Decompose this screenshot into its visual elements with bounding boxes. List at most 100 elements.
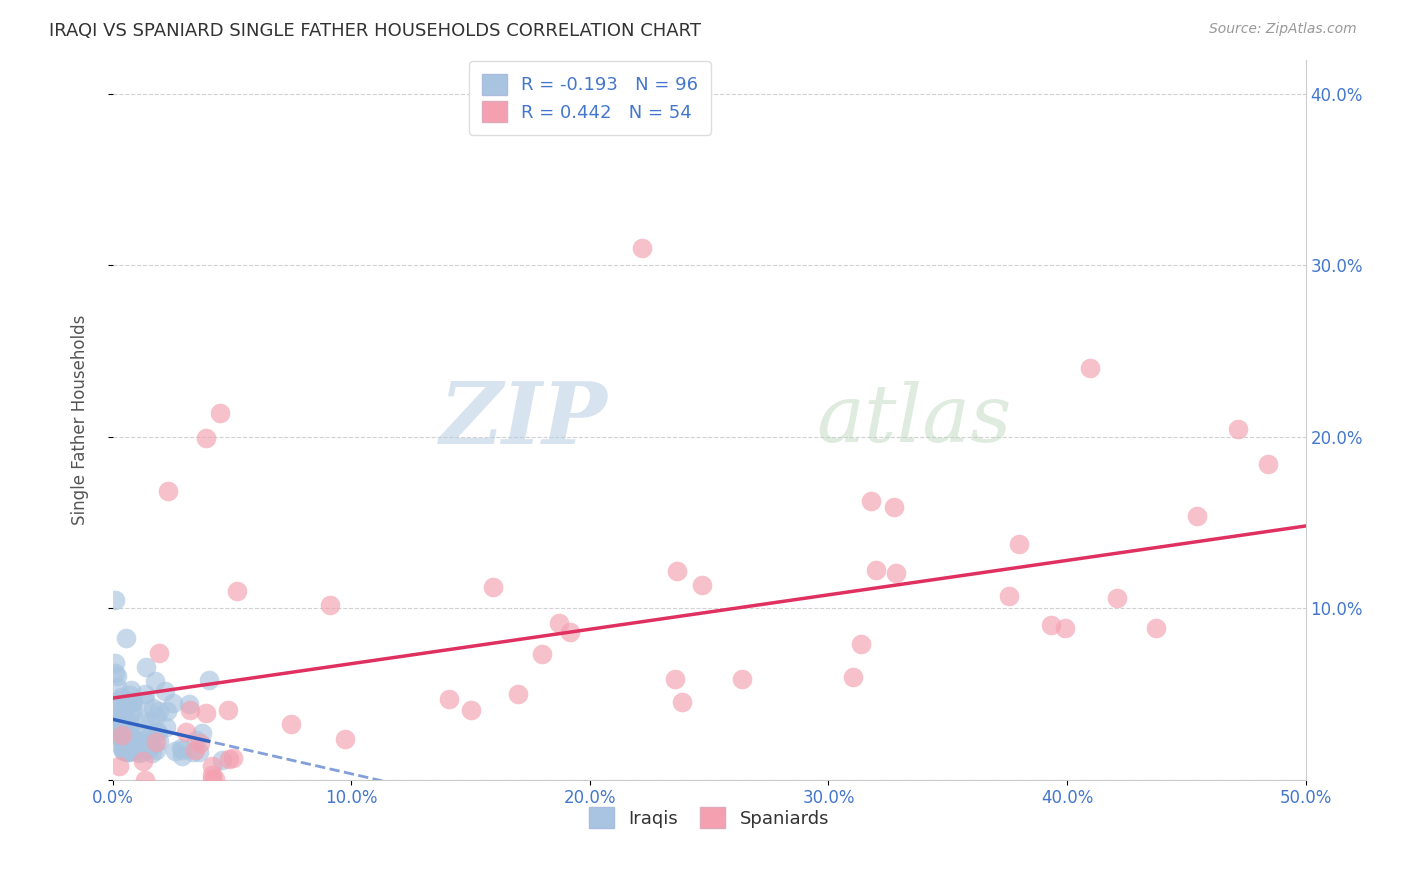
Point xyxy=(201,772,224,787)
Point xyxy=(157,483,180,498)
Point xyxy=(179,703,201,717)
Point xyxy=(883,500,905,515)
Point xyxy=(631,241,654,255)
Point xyxy=(131,745,153,759)
Point xyxy=(664,672,686,686)
Point xyxy=(188,736,211,750)
Point xyxy=(118,731,141,746)
Point xyxy=(460,703,482,717)
Point xyxy=(120,735,142,749)
Point xyxy=(145,743,167,757)
Point xyxy=(218,752,240,766)
Point xyxy=(124,741,146,756)
Point xyxy=(105,669,128,683)
Point xyxy=(187,745,209,759)
Point xyxy=(111,706,134,720)
Point xyxy=(120,688,142,702)
Point xyxy=(170,743,193,757)
Point xyxy=(104,706,127,721)
Point xyxy=(530,647,553,661)
Point xyxy=(200,759,222,773)
Point xyxy=(111,728,134,742)
Point xyxy=(108,759,131,773)
Point xyxy=(108,720,131,734)
Point xyxy=(117,744,139,758)
Point xyxy=(1144,621,1167,635)
Point xyxy=(134,687,156,701)
Point xyxy=(104,666,127,681)
Text: Source: ZipAtlas.com: Source: ZipAtlas.com xyxy=(1209,22,1357,37)
Point xyxy=(217,703,239,717)
Point xyxy=(148,646,170,660)
Point xyxy=(169,740,191,755)
Point xyxy=(118,739,141,753)
Point xyxy=(114,744,136,758)
Point xyxy=(110,711,132,725)
Point xyxy=(141,738,163,752)
Point xyxy=(108,721,131,735)
Point xyxy=(884,566,907,580)
Text: ZIP: ZIP xyxy=(440,378,607,461)
Point xyxy=(665,564,688,578)
Point xyxy=(1054,621,1077,635)
Point xyxy=(184,733,207,747)
Point xyxy=(120,683,142,698)
Point xyxy=(134,694,156,708)
Point xyxy=(155,720,177,734)
Point xyxy=(1185,509,1208,524)
Point xyxy=(148,705,170,719)
Point xyxy=(142,700,165,714)
Point xyxy=(112,738,135,752)
Point xyxy=(195,706,218,720)
Point xyxy=(209,406,232,420)
Point xyxy=(191,725,214,739)
Point xyxy=(115,694,138,708)
Point xyxy=(122,734,145,748)
Point xyxy=(170,749,193,764)
Point xyxy=(849,637,872,651)
Point xyxy=(117,745,139,759)
Point xyxy=(128,742,150,756)
Point xyxy=(690,578,713,592)
Point xyxy=(226,584,249,599)
Point xyxy=(730,672,752,686)
Point xyxy=(104,721,127,735)
Point xyxy=(319,599,342,613)
Point xyxy=(128,746,150,760)
Point xyxy=(181,745,204,759)
Point xyxy=(104,656,127,670)
Point xyxy=(437,692,460,706)
Point xyxy=(114,739,136,753)
Point xyxy=(842,670,865,684)
Y-axis label: Single Father Households: Single Father Households xyxy=(72,314,89,524)
Point xyxy=(141,746,163,760)
Point xyxy=(122,740,145,755)
Point xyxy=(105,681,128,695)
Point xyxy=(143,673,166,688)
Point xyxy=(120,721,142,735)
Point xyxy=(107,693,129,707)
Point xyxy=(134,733,156,747)
Point xyxy=(111,716,134,731)
Point xyxy=(211,753,233,767)
Point xyxy=(127,728,149,742)
Point xyxy=(105,717,128,731)
Point xyxy=(104,695,127,709)
Point xyxy=(107,730,129,744)
Point xyxy=(1257,457,1279,471)
Point xyxy=(197,673,219,688)
Point xyxy=(998,589,1021,603)
Point xyxy=(222,751,245,765)
Point xyxy=(118,740,141,755)
Point xyxy=(112,710,135,724)
Point xyxy=(145,709,167,723)
Point xyxy=(176,725,198,739)
Point xyxy=(117,744,139,758)
Point xyxy=(122,739,145,754)
Point xyxy=(145,725,167,739)
Point xyxy=(120,744,142,758)
Point xyxy=(115,739,138,754)
Point xyxy=(148,733,170,747)
Point xyxy=(132,754,155,768)
Point xyxy=(112,742,135,756)
